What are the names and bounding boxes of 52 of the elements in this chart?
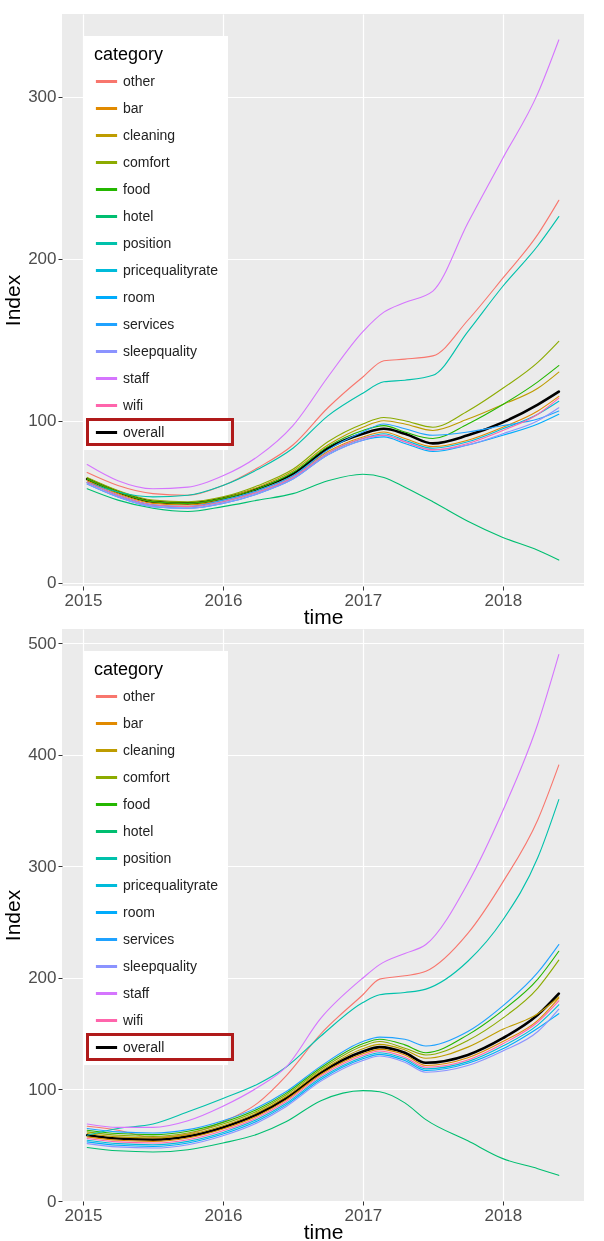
legend-label: staff xyxy=(123,369,150,386)
legend-label: bar xyxy=(123,99,144,116)
legend-label: hotel xyxy=(123,822,154,839)
legend-label: food xyxy=(123,180,151,197)
legend-label: food xyxy=(123,795,151,812)
y-tick-label: 300 xyxy=(28,857,57,876)
legend-label: wifi xyxy=(122,396,144,413)
x-tick-label: 2016 xyxy=(204,590,243,610)
legend-label: bar xyxy=(123,714,144,731)
x-tick-label: 2015 xyxy=(64,1205,103,1225)
y-tick-label: 0 xyxy=(47,573,57,593)
y-tick-label: 300 xyxy=(28,87,57,107)
legend-label: position xyxy=(123,234,172,251)
x-tick-label: 2017 xyxy=(344,1205,383,1225)
legend-label: cleaning xyxy=(123,126,176,143)
y-tick-label: 500 xyxy=(28,634,57,653)
y-tick-label: 400 xyxy=(28,745,57,765)
legend-label: hotel xyxy=(123,207,154,224)
y-tick-label: 100 xyxy=(28,1080,57,1099)
legend-label: wifi xyxy=(122,1011,144,1028)
legend-label: services xyxy=(123,315,175,332)
legend-label: staff xyxy=(123,984,150,1001)
legend-label: position xyxy=(123,849,172,866)
legend-label: cleaning xyxy=(123,741,176,758)
legend-label: overall xyxy=(123,423,165,440)
legend-title: category xyxy=(94,44,164,64)
legend-label: overall xyxy=(123,1038,165,1055)
y-tick-label: 0 xyxy=(47,1191,57,1211)
x-tick-label: 2016 xyxy=(204,1205,243,1225)
y-axis-title: Index xyxy=(1,889,25,942)
legend-label: other xyxy=(123,687,156,704)
y-tick-label: 100 xyxy=(28,411,57,431)
x-tick-label: 2018 xyxy=(484,1205,523,1225)
x-tick-label: 2017 xyxy=(344,590,383,610)
legend-label: services xyxy=(123,930,175,947)
x-tick-label: 2015 xyxy=(64,590,103,610)
legend-label: sleepquality xyxy=(123,957,197,974)
legend-label: comfort xyxy=(123,153,170,170)
y-axis-title: Index xyxy=(1,274,25,327)
legend-label: sleepquality xyxy=(123,342,197,359)
x-tick-label: 2018 xyxy=(484,590,523,610)
y-tick-label: 200 xyxy=(28,249,57,269)
x-axis-title: time xyxy=(303,604,344,628)
y-tick-label: 200 xyxy=(28,968,57,988)
legend-title: category xyxy=(94,659,164,679)
legend-label: other xyxy=(123,72,156,89)
legend-label: pricequalityrate xyxy=(123,261,219,278)
legend-label: room xyxy=(123,903,155,920)
x-axis-title: time xyxy=(303,1219,344,1241)
legend-label: room xyxy=(123,288,155,305)
legend-label: pricequalityrate xyxy=(123,876,219,893)
legend-label: comfort xyxy=(123,768,170,785)
